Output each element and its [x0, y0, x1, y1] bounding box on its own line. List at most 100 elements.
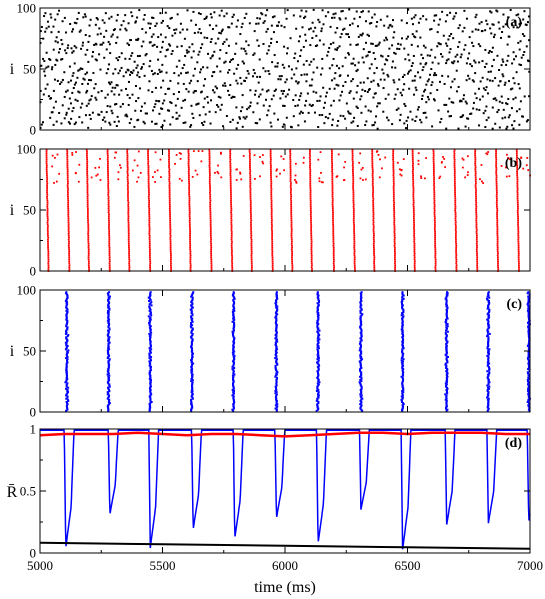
spike-point — [402, 315, 405, 318]
spike-point — [249, 182, 252, 185]
spike-point — [362, 61, 365, 64]
spike-point — [148, 372, 151, 375]
spike-point — [148, 221, 151, 224]
spike-point — [371, 154, 374, 157]
spike-point — [190, 337, 193, 340]
spike-point — [106, 156, 109, 159]
spike-point — [483, 65, 486, 68]
spike-point — [52, 106, 55, 109]
spike-point — [310, 234, 313, 237]
spike-point — [486, 364, 489, 367]
spike-point — [202, 84, 205, 87]
spike-point — [434, 233, 436, 235]
spike-point — [250, 234, 253, 237]
spike-point — [310, 248, 313, 251]
spike-point — [191, 328, 194, 331]
spike-point — [522, 53, 525, 56]
spike-point — [332, 211, 334, 214]
spike-point — [44, 87, 47, 90]
spike-point — [270, 98, 273, 101]
spike-point — [229, 149, 232, 151]
spike-point — [371, 180, 374, 183]
spike-point — [438, 42, 441, 45]
spike-point — [402, 347, 405, 350]
spike-point — [250, 260, 253, 263]
spike-point — [332, 221, 334, 224]
spike-point — [73, 21, 76, 24]
spike-point — [67, 386, 70, 389]
spike-point — [485, 86, 488, 89]
spike-point — [317, 371, 320, 374]
spike-point — [368, 88, 371, 91]
spike-point — [107, 329, 110, 332]
spike-point — [401, 363, 404, 366]
spike-point — [209, 197, 212, 200]
spike-point — [492, 58, 495, 61]
spike-point — [434, 225, 436, 228]
spike-point — [270, 174, 272, 177]
spike-point — [164, 11, 167, 14]
spike-point — [455, 231, 457, 233]
spike-point — [296, 82, 299, 85]
spike-point — [455, 252, 458, 255]
spike-point — [351, 78, 354, 81]
spike-point — [169, 101, 172, 104]
spike-point — [134, 21, 137, 24]
spike-point — [499, 36, 502, 39]
spike-point — [163, 99, 166, 102]
spike-point — [253, 52, 256, 55]
spike-point — [232, 398, 235, 401]
spike-point — [199, 12, 202, 15]
spike-point — [230, 244, 233, 247]
spike-point — [210, 250, 212, 253]
spike-point — [149, 394, 152, 397]
spike-point — [475, 190, 477, 192]
spike-point — [275, 394, 278, 397]
spike-point — [134, 20, 137, 23]
spike-point — [107, 180, 110, 183]
spike-point — [149, 376, 152, 379]
spike-point — [359, 399, 362, 402]
spike-point — [274, 304, 277, 307]
spike-point — [518, 108, 521, 111]
spike-point — [216, 103, 219, 106]
spike-point — [527, 329, 530, 332]
spike-point — [127, 217, 130, 220]
spike-point — [321, 9, 324, 12]
spike-point — [117, 59, 120, 62]
spike-point — [462, 114, 465, 117]
spike-point — [65, 336, 68, 339]
panel-b-ylabel: i — [10, 202, 15, 219]
spike-point — [67, 121, 70, 124]
spike-point — [79, 29, 82, 32]
spike-point — [401, 393, 404, 396]
spike-point — [190, 342, 193, 345]
spike-point — [331, 172, 334, 175]
spike-point — [500, 165, 503, 167]
spike-point — [528, 349, 531, 352]
spike-point — [265, 98, 268, 101]
spike-point — [331, 186, 334, 188]
spike-point — [210, 264, 213, 267]
spike-point — [384, 156, 387, 159]
spike-point — [495, 152, 497, 155]
spike-point — [124, 14, 127, 17]
spike-point — [487, 380, 490, 383]
spike-point — [495, 178, 498, 181]
spike-point — [425, 157, 428, 159]
spike-point — [190, 316, 193, 319]
spike-point — [69, 22, 72, 25]
spike-point — [232, 295, 235, 298]
spike-point — [320, 172, 322, 174]
spike-point — [107, 313, 110, 316]
spike-point — [149, 397, 152, 400]
spike-point — [149, 318, 152, 321]
spike-point — [372, 51, 375, 54]
spike-point — [189, 236, 191, 239]
spike-point — [392, 174, 395, 177]
spike-point — [231, 408, 234, 411]
spike-point — [333, 266, 336, 268]
spike-point — [400, 359, 403, 362]
spike-point — [317, 352, 320, 355]
spike-point — [516, 205, 519, 208]
